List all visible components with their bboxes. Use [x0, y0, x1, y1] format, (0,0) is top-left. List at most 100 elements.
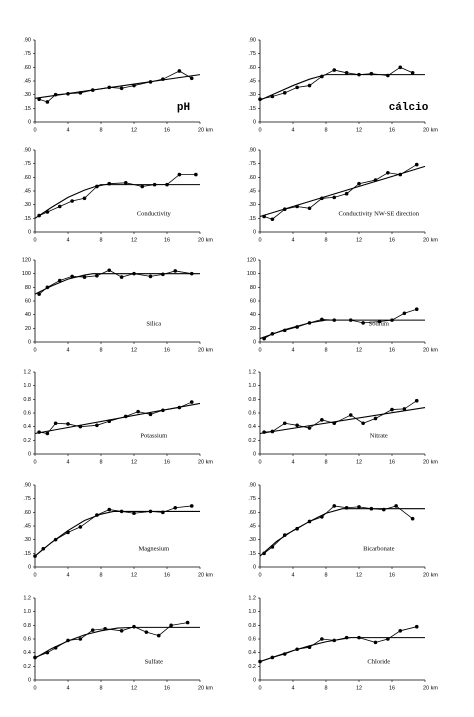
chart-label: Potassium: [140, 432, 167, 439]
y-tick-label: .15: [23, 551, 31, 557]
data-point: [373, 640, 378, 645]
data-point: [410, 71, 415, 75]
y-tick-label: 0.4: [248, 650, 256, 656]
y-tick-label: .45: [23, 188, 31, 194]
data-point: [282, 421, 287, 426]
x-tick-label: 20 km: [423, 572, 438, 578]
data-point: [70, 274, 74, 279]
data-point: [189, 504, 194, 508]
x-tick-label: 4: [291, 572, 294, 578]
x-tick-label: 12: [356, 459, 362, 465]
data-point: [344, 191, 349, 196]
y-tick-label: 0: [253, 564, 256, 570]
data-point: [177, 69, 182, 73]
x-tick-label: 8: [99, 459, 102, 465]
x-tick-label: 0: [258, 572, 261, 578]
data-point: [344, 71, 349, 75]
data-point: [70, 199, 74, 203]
x-tick-label: 16: [389, 685, 395, 691]
y-tick-label: .30: [23, 92, 31, 98]
x-tick-label: 20 km: [198, 459, 213, 465]
data-point: [332, 68, 337, 72]
x-tick-label: 12: [131, 237, 137, 243]
y-tick-label: .60: [248, 175, 256, 181]
x-tick-label: 20 km: [198, 685, 213, 691]
x-tick-label: 0: [33, 127, 36, 133]
model-line: [259, 165, 426, 218]
data-point: [414, 307, 419, 312]
chart-label: Conductivity: [137, 210, 172, 217]
y-tick-label: 0: [253, 339, 256, 345]
data-point: [262, 551, 266, 556]
data-point: [148, 412, 153, 417]
y-tick-label: .90: [248, 482, 256, 488]
y-tick-label: .75: [23, 51, 31, 57]
x-tick-label: 4: [66, 127, 69, 133]
x-tick-label: 12: [356, 685, 362, 691]
y-tick-label: 0.8: [23, 397, 31, 403]
data-point: [295, 423, 299, 428]
y-tick-label: 0.2: [248, 664, 256, 670]
data-point: [173, 505, 178, 510]
data-point: [320, 637, 324, 641]
y-tick-label: .15: [23, 106, 31, 112]
y-tick-label: .30: [248, 537, 256, 543]
model-line: [259, 637, 425, 663]
data-point: [57, 278, 62, 283]
y-tick-label: 0.2: [248, 438, 256, 444]
data-point: [66, 422, 70, 426]
data-point: [189, 400, 194, 404]
data-point: [95, 273, 99, 278]
data-point: [348, 413, 353, 417]
data-point: [307, 206, 312, 211]
data-point: [53, 421, 58, 426]
x-tick-label: 8: [324, 347, 327, 353]
data-point: [414, 398, 419, 403]
x-tick-label: 0: [33, 347, 36, 353]
data-point: [107, 507, 112, 512]
data-point: [307, 426, 312, 430]
x-tick-label: 0: [33, 572, 36, 578]
x-tick-label: 16: [389, 347, 395, 353]
data-point: [394, 504, 398, 508]
data-point: [132, 511, 136, 516]
y-tick-label: .60: [248, 510, 256, 516]
y-tick-label: 0: [253, 229, 256, 235]
y-tick-label: 0.4: [23, 650, 31, 656]
x-tick-label: 8: [324, 459, 327, 465]
y-tick-label: .30: [23, 537, 31, 543]
y-tick-label: .15: [248, 216, 256, 222]
y-tick-label: 0.6: [248, 410, 256, 416]
data-point: [398, 65, 403, 70]
data-point: [173, 269, 178, 273]
x-tick-label: 16: [164, 127, 170, 133]
y-tick-label: 0.6: [23, 636, 31, 642]
data-point: [270, 217, 275, 222]
y-tick-label: .60: [248, 65, 256, 71]
x-tick-label: 16: [389, 572, 395, 578]
x-tick-label: 20 km: [198, 347, 213, 353]
data-point: [161, 272, 165, 277]
chart-label: Sulfate: [145, 658, 164, 665]
chart-label: Conductivity NW-SE direction: [339, 210, 420, 217]
x-tick-label: 12: [131, 347, 137, 353]
data-point: [95, 423, 99, 428]
x-tick-label: 12: [131, 685, 137, 691]
x-tick-label: 20 km: [423, 347, 438, 353]
y-tick-label: .30: [248, 202, 256, 208]
y-tick-label: .15: [248, 551, 256, 557]
x-tick-label: 20 km: [423, 459, 438, 465]
y-tick-label: .15: [248, 106, 256, 112]
y-tick-label: .75: [23, 496, 31, 502]
y-tick-label: 1.2: [23, 369, 31, 375]
x-tick-label: 16: [389, 237, 395, 243]
data-line: [259, 626, 417, 662]
data-line: [264, 400, 417, 433]
model-line: [259, 508, 425, 557]
x-tick-label: 12: [356, 572, 362, 578]
data-point: [177, 172, 182, 177]
data-line: [38, 174, 196, 216]
x-tick-label: 12: [356, 237, 362, 243]
data-point: [307, 83, 312, 88]
